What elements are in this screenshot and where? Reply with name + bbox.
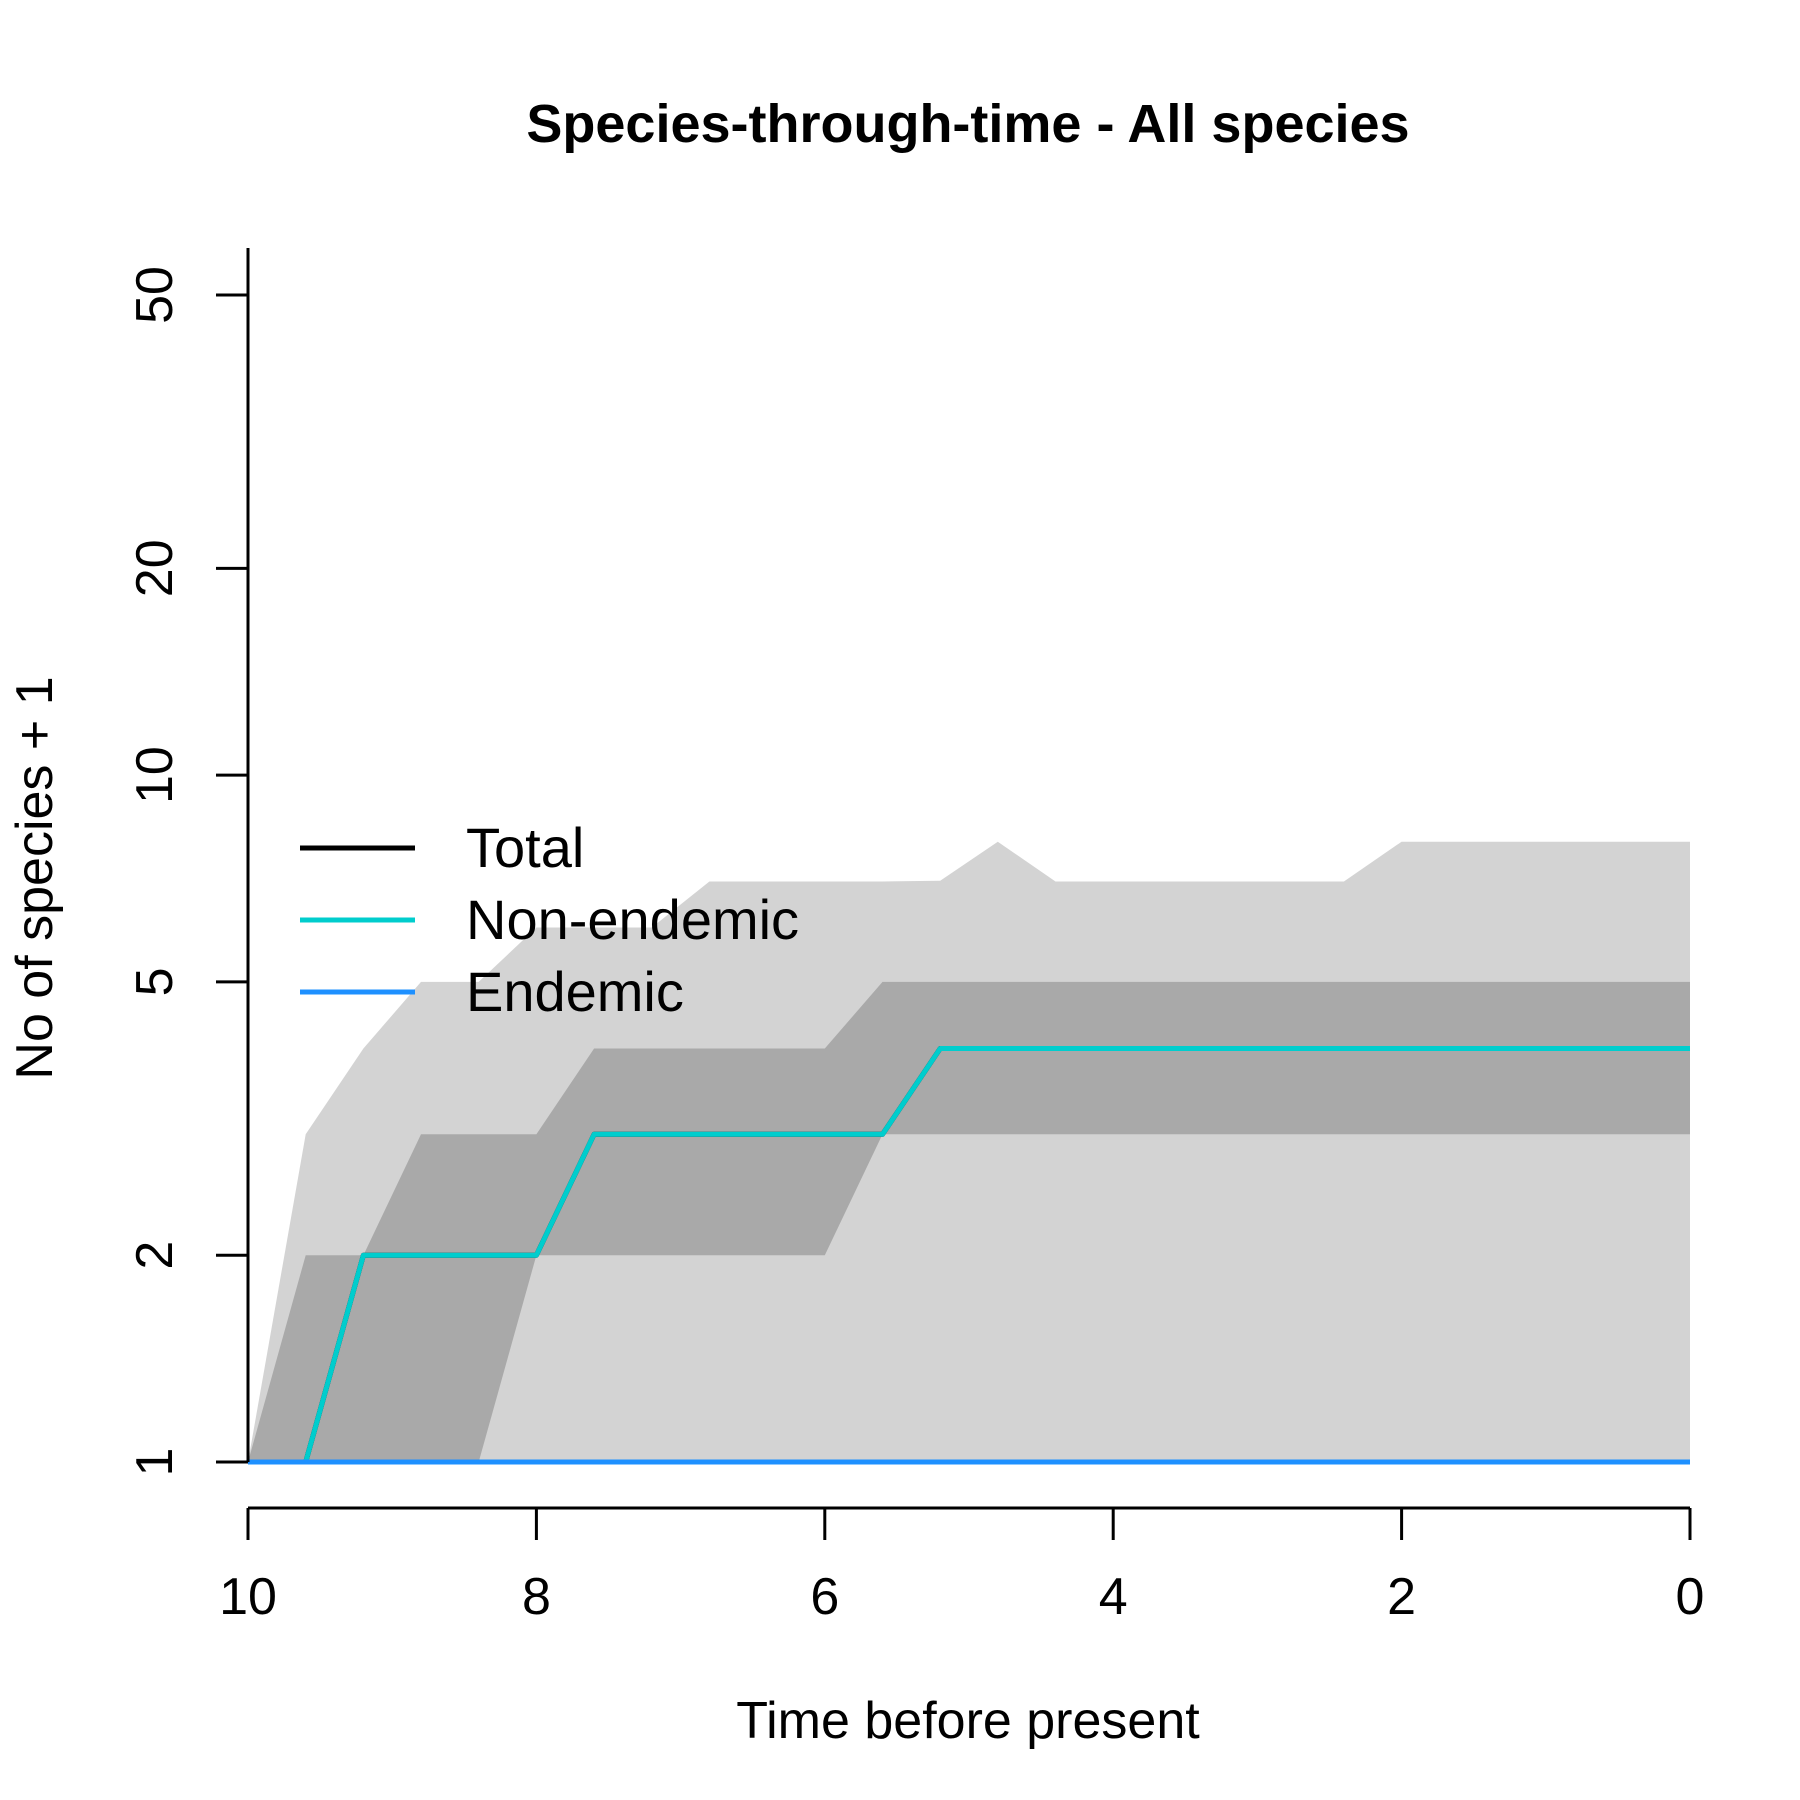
x-tick-label: 2 bbox=[1387, 1568, 1416, 1626]
x-tick-label: 8 bbox=[522, 1568, 551, 1626]
legend-label: Endemic bbox=[466, 960, 684, 1023]
x-axis-label: Time before present bbox=[736, 1692, 1200, 1750]
y-tick-label: 10 bbox=[126, 746, 184, 804]
x-axis-ticks: 10 8 6 4 2 0 bbox=[219, 1508, 1704, 1626]
y-tick-label: 20 bbox=[126, 539, 184, 597]
x-tick-label: 0 bbox=[1676, 1568, 1705, 1626]
y-tick-label: 1 bbox=[126, 1448, 184, 1477]
y-tick-label: 5 bbox=[126, 967, 184, 996]
x-tick-label: 10 bbox=[219, 1568, 277, 1626]
chart-title: Species-through-time - All species bbox=[526, 94, 1409, 154]
y-axis-label: No of species + 1 bbox=[6, 676, 64, 1079]
series-lines bbox=[248, 1046, 1690, 1465]
x-tick-label: 4 bbox=[1099, 1568, 1128, 1626]
series-line-non-endemic bbox=[248, 1046, 1690, 1465]
legend-label: Total bbox=[466, 816, 584, 879]
x-tick-label: 6 bbox=[810, 1568, 839, 1626]
confidence-bands bbox=[248, 841, 1690, 1462]
legend-label: Non-endemic bbox=[466, 888, 799, 951]
legend: Total Non-endemic Endemic bbox=[300, 816, 799, 1023]
y-axis-ticks: 1 2 5 10 20 50 bbox=[126, 266, 248, 1476]
y-tick-label: 2 bbox=[126, 1241, 184, 1270]
y-tick-label: 50 bbox=[126, 266, 184, 324]
band-inner bbox=[248, 981, 1690, 1462]
